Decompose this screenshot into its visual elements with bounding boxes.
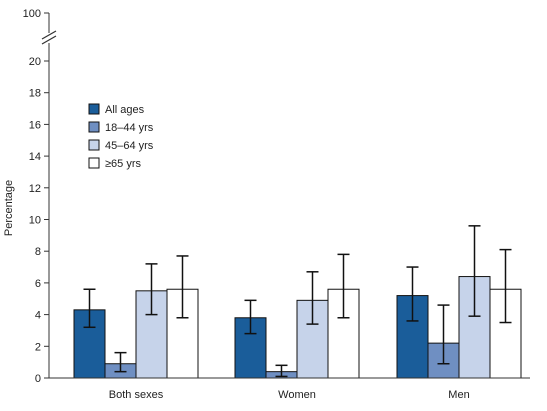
y-tick-label: 12 (29, 183, 41, 195)
y-axis-ticks (44, 12, 49, 379)
x-category-label: Both sexes (109, 389, 164, 401)
legend-label: 18–44 yrs (105, 122, 154, 134)
y-tick-label-break: 100 (23, 8, 41, 20)
x-category-label: Men (448, 389, 469, 401)
y-tick-label: 14 (29, 151, 41, 163)
bars (73, 276, 522, 379)
x-category-label: Women (278, 389, 316, 401)
axis-break-mark-lower (41, 35, 57, 45)
y-axis-title: Percentage (3, 180, 15, 236)
y-tick-label: 8 (35, 246, 41, 258)
error-bars (83, 225, 512, 378)
axes (41, 13, 530, 379)
y-tick-label: 0 (35, 373, 41, 385)
legend-swatch (88, 121, 100, 133)
y-tick-label: 20 (29, 56, 41, 68)
legend-label: ≥65 yrs (105, 158, 141, 170)
y-tick-label: 16 (29, 119, 41, 131)
legend-swatch (88, 157, 100, 169)
y-tick-label: 6 (35, 278, 41, 290)
y-tick-label: 10 (29, 215, 41, 227)
y-tick-label: 4 (35, 310, 41, 322)
y-tick-label: 18 (29, 88, 41, 100)
axis-labels: 0 2 4 6 8 10 12 14 16 18 20 100 Both sexes Women Men (23, 8, 470, 401)
legend-label: All ages (105, 104, 145, 116)
legend-swatch (88, 139, 100, 151)
y-tick-label: 2 (35, 341, 41, 353)
axis-break-mark-upper (41, 30, 57, 40)
axis-break-gap (41, 34, 57, 42)
legend-label: 45–64 yrs (105, 140, 154, 152)
legend: All ages 18–44 yrs 45–64 yrs ≥65 yrs (88, 103, 154, 170)
legend-swatch (88, 103, 100, 115)
